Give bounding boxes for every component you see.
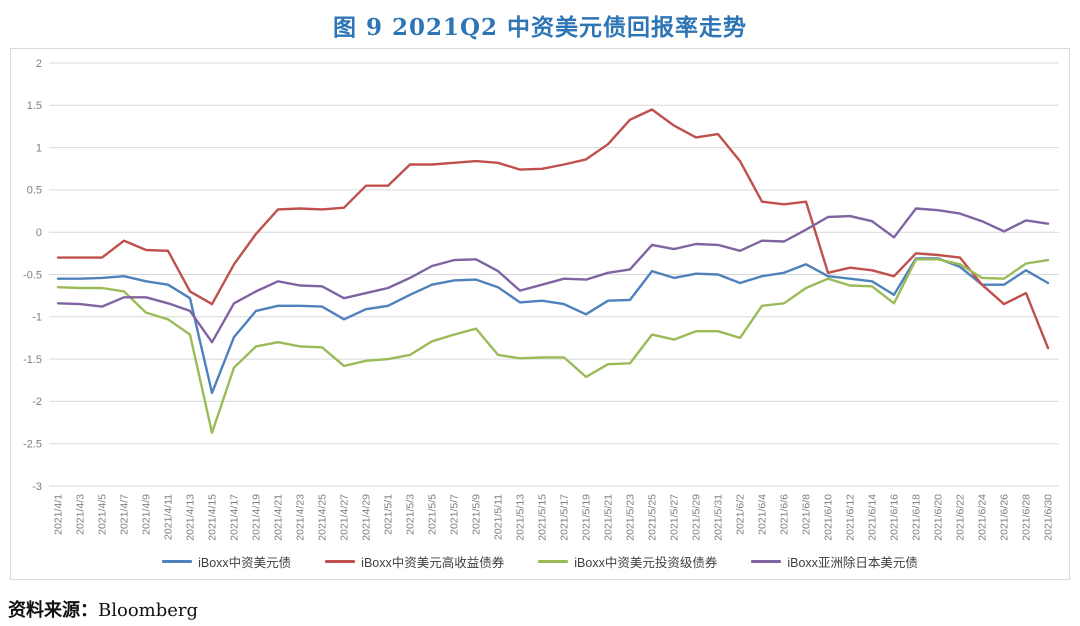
x-tick-label: 2021/4/23 — [295, 494, 307, 541]
x-tick-label: 2021/5/15 — [537, 494, 549, 541]
y-tick-label: -2 — [32, 396, 42, 408]
chart-legend: iBoxx中资美元债 iBoxx中资美元高收益债券 iBoxx中资美元投资级债券… — [11, 552, 1069, 571]
x-tick-label: 2021/5/25 — [647, 494, 659, 541]
y-tick-label: 1.5 — [27, 100, 42, 112]
x-tick-label: 2021/6/2 — [735, 494, 747, 535]
x-tick-label: 2021/4/27 — [339, 494, 351, 541]
y-tick-label: 1 — [36, 142, 42, 154]
x-tick-label: 2021/6/26 — [999, 494, 1011, 541]
y-tick-label: -0.5 — [23, 269, 42, 281]
x-tick-label: 2021/5/13 — [515, 494, 527, 541]
series-line-0 — [56, 257, 1050, 395]
legend-label: iBoxx中资美元高收益债券 — [361, 556, 505, 570]
legend-swatch-purple — [751, 560, 782, 563]
y-tick-label: -1.5 — [23, 354, 42, 366]
x-tick-label: 2021/5/21 — [603, 494, 615, 541]
x-tick-label: 2021/4/29 — [361, 494, 373, 541]
x-tick-label: 2021/5/29 — [691, 494, 703, 541]
x-tick-label: 2021/4/3 — [75, 494, 87, 535]
series-line-1 — [56, 108, 1050, 350]
y-tick-label: -2.5 — [23, 439, 42, 451]
y-tick-label: 0 — [36, 227, 42, 239]
legend-label: iBoxx中资美元债 — [198, 556, 292, 570]
y-tick-label: -3 — [32, 481, 42, 493]
x-tick-label: 2021/4/17 — [229, 494, 241, 541]
legend-swatch-blue — [162, 560, 193, 563]
x-tick-label: 2021/6/20 — [933, 494, 945, 541]
series-line-2 — [56, 258, 1050, 434]
chart-panel: 2 1.5 1 0.5 0 -0.5 -1 -1.5 -2 -2.5 -3 2021/4/1 2021/… — [10, 48, 1070, 580]
y-tick-label: -1 — [32, 312, 42, 324]
x-tick-label: 2021/4/21 — [273, 494, 285, 541]
x-tick-label: 2021/5/5 — [427, 494, 439, 535]
x-tick-label: 2021/5/31 — [713, 494, 725, 541]
x-tick-label: 2021/6/24 — [977, 494, 989, 541]
x-tick-label: 2021/4/15 — [207, 494, 219, 541]
x-tick-label: 2021/4/5 — [97, 494, 109, 535]
legend-item-iboxx-asia-ex-japan: iBoxx亚洲除日本美元债 — [751, 552, 918, 571]
x-tick-label: 2021/5/11 — [493, 494, 505, 540]
source-note: 资料来源：Bloomberg — [8, 596, 198, 622]
x-tick-label: 2021/6/12 — [845, 494, 857, 541]
x-tick-label: 2021/6/10 — [823, 494, 835, 541]
source-value: Bloomberg — [98, 600, 199, 621]
x-tick-label: 2021/6/22 — [955, 494, 967, 541]
series-line-3 — [56, 207, 1050, 344]
x-tick-label: 2021/5/7 — [449, 494, 461, 535]
source-label: 资料来源： — [8, 600, 98, 621]
x-tick-label: 2021/4/25 — [317, 494, 329, 541]
y-tick-label: 2 — [36, 58, 42, 70]
legend-item-iboxx-investment-grade: iBoxx中资美元投资级债券 — [538, 552, 717, 571]
x-tick-label: 2021/6/8 — [801, 494, 813, 535]
x-tick-label: 2021/6/18 — [911, 494, 923, 541]
x-tick-label: 2021/5/19 — [581, 494, 593, 541]
x-tick-label: 2021/5/27 — [669, 494, 681, 541]
legend-label: iBoxx中资美元投资级债券 — [574, 556, 718, 570]
legend-item-iboxx-cny-usd-bond: iBoxx中资美元债 — [162, 552, 291, 571]
x-tick-label: 2021/5/1 — [383, 494, 395, 535]
x-tick-label: 2021/5/23 — [625, 494, 637, 541]
x-tick-label: 2021/5/17 — [559, 494, 571, 541]
legend-item-iboxx-high-yield: iBoxx中资美元高收益债券 — [325, 552, 504, 571]
x-tick-label: 2021/6/6 — [779, 494, 791, 535]
x-tick-label: 2021/4/7 — [119, 494, 131, 535]
x-tick-label: 2021/6/16 — [889, 494, 901, 541]
x-tick-label: 2021/6/30 — [1043, 494, 1055, 541]
x-tick-label: 2021/4/9 — [141, 494, 153, 535]
x-tick-label: 2021/6/14 — [867, 494, 879, 541]
x-tick-label: 2021/5/9 — [471, 494, 483, 535]
x-tick-label: 2021/4/19 — [251, 494, 263, 541]
x-tick-label: 2021/6/4 — [757, 494, 769, 535]
x-tick-label: 2021/4/1 — [53, 494, 65, 535]
x-tick-label: 2021/5/3 — [405, 494, 417, 535]
x-tick-label: 2021/4/13 — [185, 494, 197, 541]
x-tick-label: 2021/6/28 — [1021, 494, 1033, 541]
y-tick-label: 0.5 — [27, 185, 42, 197]
line-chart: 2 1.5 1 0.5 0 -0.5 -1 -1.5 -2 -2.5 -3 2021/4/1 2021/… — [23, 58, 1059, 541]
legend-swatch-red — [325, 560, 356, 563]
legend-label: iBoxx亚洲除日本美元债 — [787, 556, 918, 570]
x-tick-label: 2021/4/11 — [163, 494, 175, 540]
page-title: 图 9 2021Q2 中资美元债回报率走势 — [332, 14, 748, 41]
legend-swatch-green — [538, 560, 569, 563]
